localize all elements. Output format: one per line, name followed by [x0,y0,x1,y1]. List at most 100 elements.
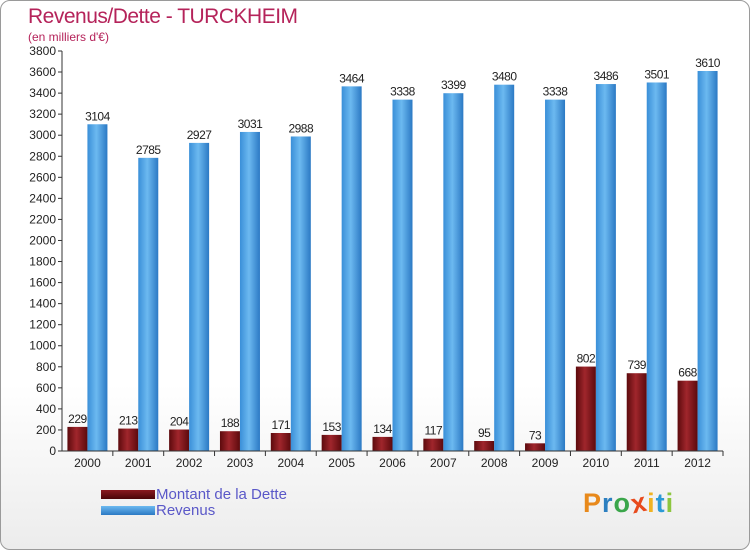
logo-letter: i [665,488,675,518]
x-tick-label: 2000 [74,456,101,470]
y-tick-label: 2600 [29,170,56,184]
data-label-revenus: 3501 [644,67,670,81]
x-tick-label: 2010 [583,456,610,470]
logo-letter: t [655,488,666,518]
y-tick-label: 2200 [29,212,56,226]
data-label-revenus: 3610 [695,56,721,70]
data-label-dette: 188 [221,416,240,430]
data-label-dette: 117 [425,424,443,438]
bar-dette [423,438,444,451]
bar-revenus [595,84,616,451]
bar-dette [270,433,291,451]
y-tick-label: 3400 [29,86,56,100]
logo-letter: r [602,488,614,518]
data-label-revenus: 2988 [288,121,314,135]
data-label-revenus: 3464 [339,71,365,85]
data-label-dette: 171 [272,418,291,432]
bar-revenus [341,86,362,452]
bar-dette [67,426,88,451]
chart-subtitle: (en milliers d'€) [28,30,109,44]
data-label-dette: 95 [478,426,491,440]
data-label-dette: 739 [627,358,646,372]
data-label-revenus: 3031 [238,117,264,131]
y-tick-label: 400 [36,402,56,416]
y-tick-label: 1600 [29,276,56,290]
bar-revenus [443,93,464,452]
data-label-revenus: 3480 [492,70,518,84]
proxiti-logo: Proxiti [583,487,675,520]
y-tick-label: 600 [36,381,56,395]
data-label-revenus: 3338 [390,85,416,99]
y-tick-label: 0 [49,444,56,458]
bar-dette [525,443,546,451]
bar-dette [677,380,698,451]
data-label-dette: 229 [68,412,87,426]
bar-dette [321,434,342,451]
bar-revenus [138,157,159,451]
data-label-revenus: 2927 [187,128,213,142]
y-tick-label: 800 [36,360,56,374]
y-tick-label: 1800 [29,255,56,269]
bar-dette [474,441,495,451]
x-tick-label: 2001 [125,456,152,470]
bar-revenus [697,71,718,451]
data-label-dette: 668 [678,366,697,380]
x-tick-label: 2007 [430,456,457,470]
legend-label-revenus: Revenus [156,502,216,519]
x-tick-label: 2009 [532,456,559,470]
bar-dette [626,373,647,451]
x-tick-label: 2002 [176,456,203,470]
bar-dette [575,366,596,451]
legend-swatch-dette [101,490,155,499]
data-label-dette: 134 [373,422,392,436]
bar-dette [372,436,393,451]
x-tick-label: 2006 [379,456,406,470]
y-tick-label: 2400 [29,191,56,205]
x-tick-label: 2012 [684,456,711,470]
y-tick-label: 1000 [29,339,56,353]
legend-label-dette: Montant de la Dette [156,486,287,503]
data-label-revenus: 2785 [136,143,162,157]
data-label-dette: 213 [119,414,138,428]
data-label-dette: 153 [322,420,341,434]
data-label-dette: 73 [529,428,542,442]
bar-revenus [189,142,210,452]
y-tick-label: 1400 [29,297,56,311]
bar-dette [169,429,190,451]
y-tick-label: 2000 [29,233,56,247]
data-label-revenus: 3486 [594,69,620,83]
bar-dette [118,428,139,451]
y-tick-label: 2800 [29,149,56,163]
bar-revenus [87,124,108,452]
data-label-revenus: 3104 [85,109,111,123]
bar-revenus [290,136,311,451]
logo-letter: i [647,488,656,518]
x-tick-label: 2004 [277,456,304,470]
y-tick-label: 3000 [29,128,56,142]
x-tick-label: 2003 [227,456,254,470]
data-label-dette: 204 [170,415,189,429]
data-label-revenus: 3399 [441,78,467,92]
y-tick-label: 200 [36,423,56,437]
bar-revenus [494,84,515,452]
y-tick-label: 3600 [29,65,56,79]
bar-revenus [646,82,667,451]
logo-letter: o [613,488,632,518]
data-label-revenus: 3338 [543,85,569,99]
legend-swatch-revenus [101,506,155,515]
logo-letter: P [583,488,603,518]
y-tick-label: 3800 [29,44,56,58]
chart-title: Revenus/Dette - TURCKHEIM [28,5,298,28]
data-label-dette: 802 [577,352,596,366]
bar-dette [219,431,240,451]
y-tick-label: 1200 [29,318,56,332]
bar-revenus [545,99,566,451]
y-tick-label: 3200 [29,107,56,121]
x-tick-label: 2005 [328,456,355,470]
bar-revenus [239,131,260,451]
x-tick-label: 2011 [634,456,660,470]
x-tick-label: 2008 [481,456,508,470]
bar-revenus [392,99,413,451]
